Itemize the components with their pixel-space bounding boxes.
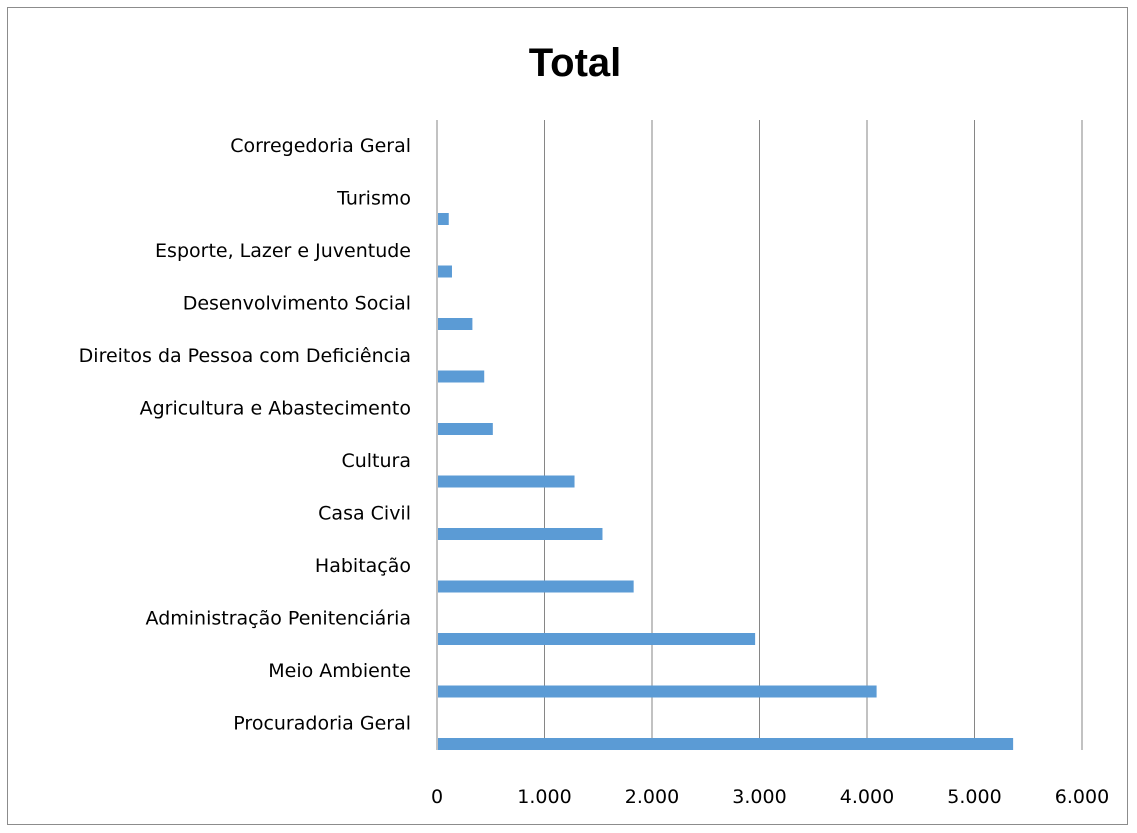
category-label-8: Desenvolvimento Social bbox=[183, 293, 411, 315]
category-label-9: Esporte, Lazer e Juventude bbox=[155, 240, 411, 262]
category-label-6: Agricultura e Abastecimento bbox=[140, 398, 411, 420]
category-label-10: Turismo bbox=[336, 188, 411, 210]
x-tick-labels: 0 1.000 2.000 3.000 4.000 5.000 6.000 bbox=[431, 786, 1109, 808]
gridlines bbox=[544, 120, 1083, 750]
x-tick-label-1: 1.000 bbox=[517, 786, 571, 808]
category-label-11: Corregedoria Geral bbox=[230, 135, 411, 157]
bar-8 bbox=[438, 318, 473, 330]
bar-6 bbox=[438, 423, 493, 435]
chart-title: Total bbox=[529, 41, 622, 85]
x-tick-label-2: 2.000 bbox=[625, 786, 679, 808]
x-tick-label-5: 5.000 bbox=[947, 786, 1001, 808]
bar-9 bbox=[438, 265, 452, 278]
x-tick-label-3: 3.000 bbox=[732, 786, 786, 808]
x-tick-label-0: 0 bbox=[431, 786, 443, 808]
bar-1 bbox=[438, 685, 877, 698]
category-label-1: Meio Ambiente bbox=[268, 660, 411, 682]
category-labels: Procuradoria Geral Meio Ambiente Administr… bbox=[79, 135, 411, 735]
category-label-5: Cultura bbox=[341, 450, 411, 472]
bar-3 bbox=[438, 580, 634, 593]
bar-7 bbox=[438, 370, 485, 383]
x-tick-label-6: 6.000 bbox=[1055, 786, 1109, 808]
category-label-2: Administração Penitenciária bbox=[146, 608, 411, 630]
bars bbox=[438, 213, 1014, 750]
category-label-3: Habitação bbox=[315, 555, 411, 577]
x-tick-label-4: 4.000 bbox=[840, 786, 894, 808]
category-label-7: Direitos da Pessoa com Deficiência bbox=[79, 345, 411, 367]
bar-5 bbox=[438, 475, 575, 488]
bar-0 bbox=[438, 738, 1014, 750]
category-label-4: Casa Civil bbox=[318, 503, 411, 525]
bar-2 bbox=[438, 633, 756, 645]
bar-10 bbox=[438, 213, 449, 225]
category-label-0: Procuradoria Geral bbox=[233, 713, 411, 735]
bar-4 bbox=[438, 528, 603, 540]
